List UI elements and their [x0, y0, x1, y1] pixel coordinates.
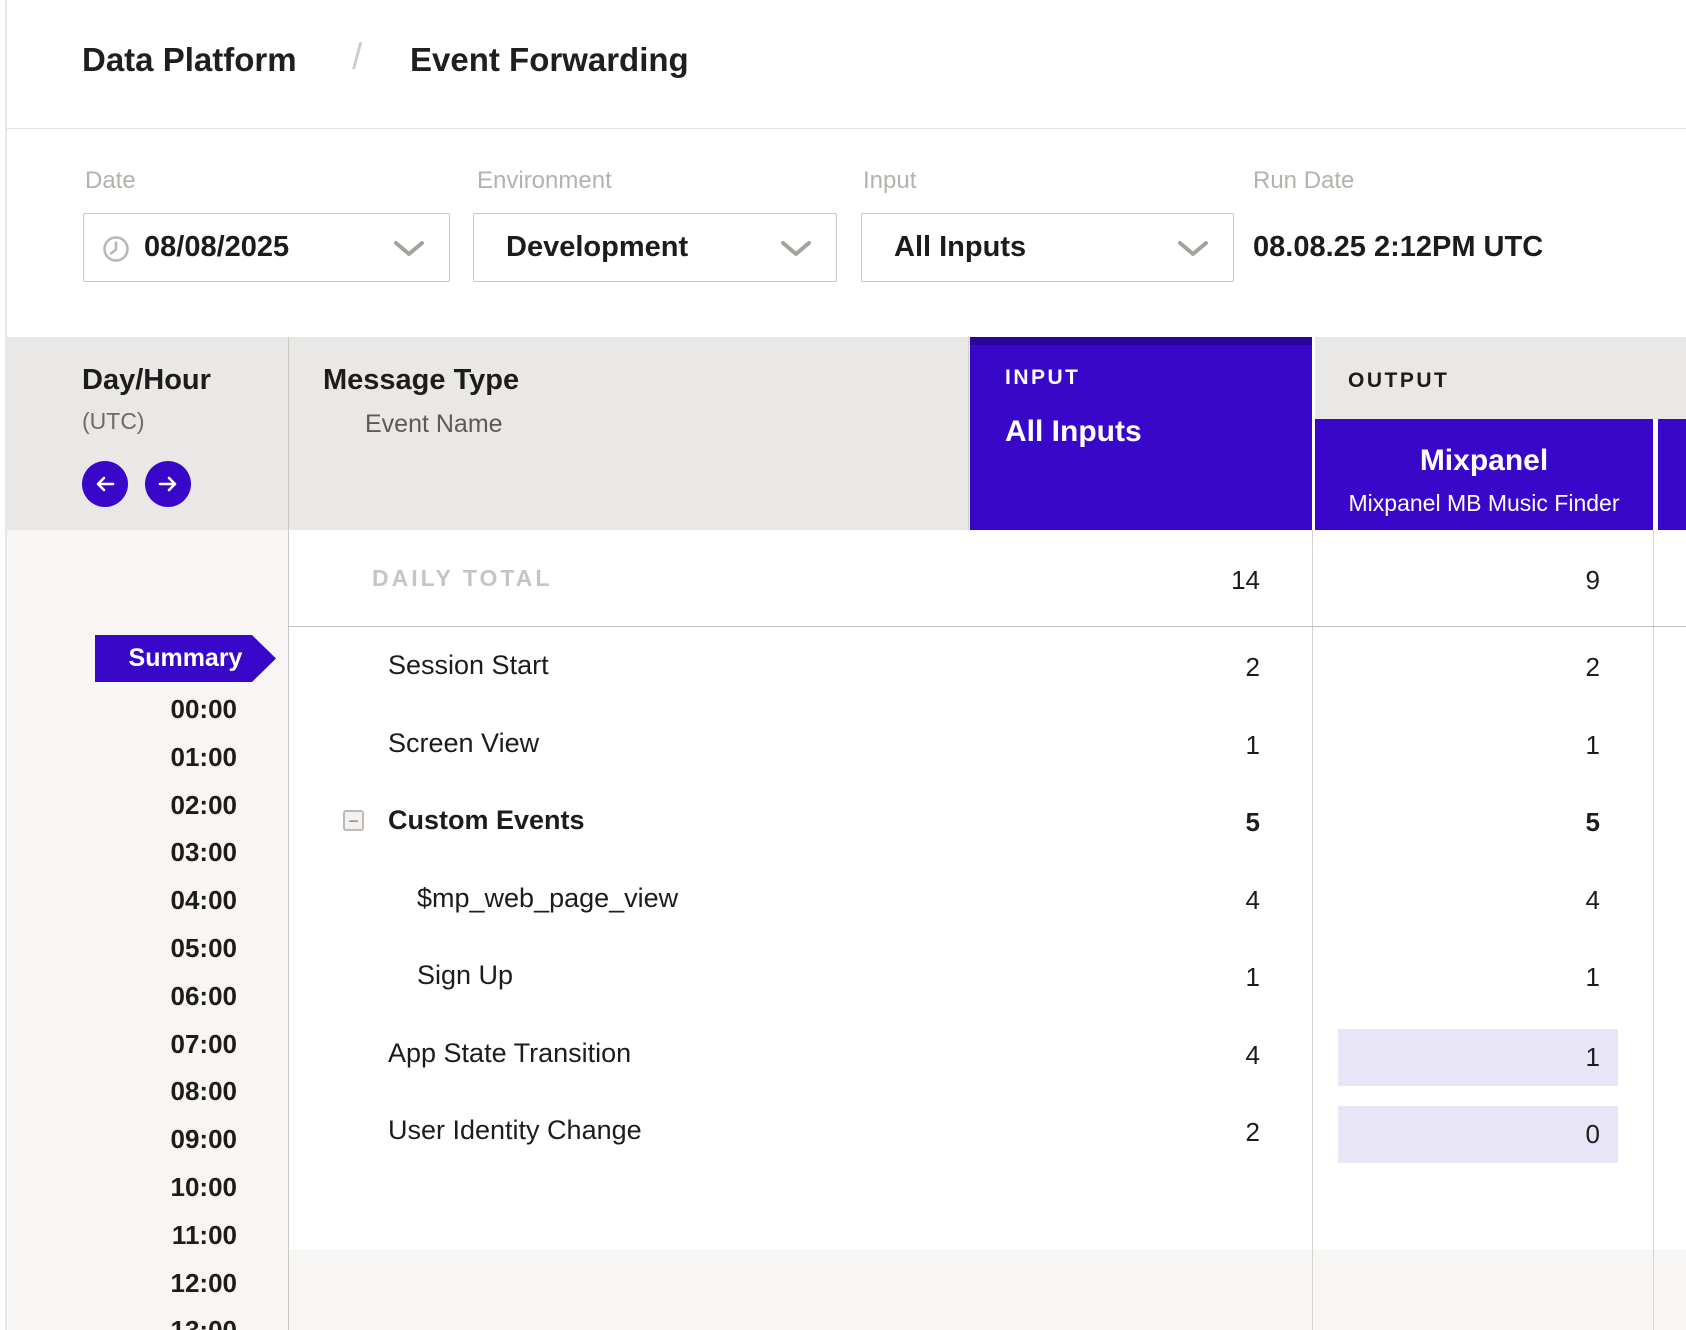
environment-select-value: Development — [506, 231, 689, 263]
table-row-screen-view: Screen View 1 1 — [0, 705, 1686, 783]
output-group-label: OUTPUT — [1348, 369, 1450, 392]
chevron-down-icon — [1177, 240, 1209, 257]
output-count-cell[interactable]: 5 — [1585, 807, 1600, 838]
clock-icon — [101, 234, 131, 264]
hour-item[interactable]: 07:00 — [170, 1028, 238, 1059]
header-seam — [968, 337, 969, 530]
hour-item[interactable]: 09:00 — [170, 1124, 238, 1155]
input-column-header: INPUT All Inputs — [970, 337, 1312, 530]
next-day-button[interactable] — [145, 461, 191, 507]
input-count-cell[interactable]: 2 — [1245, 1117, 1260, 1148]
output-count-cell[interactable]: 1 — [1585, 962, 1600, 993]
summary-tab[interactable]: Summary — [95, 635, 276, 682]
hour-item[interactable]: 03:00 — [170, 837, 238, 868]
column-gap — [1312, 337, 1315, 530]
day-hour-timezone: (UTC) — [82, 408, 145, 434]
date-select[interactable]: 08/08/2025 — [83, 213, 450, 282]
hour-item[interactable]: 01:00 — [170, 741, 238, 772]
chevron-down-icon — [393, 240, 425, 257]
run-date-value: 08.08.25 2:12PM UTC — [1253, 231, 1544, 263]
event-label: Sign Up — [417, 960, 514, 991]
table-footer-band — [289, 1250, 1686, 1330]
hour-item[interactable]: 06:00 — [170, 980, 238, 1011]
input-count-cell[interactable]: 2 — [1245, 652, 1260, 683]
hour-item[interactable]: 08:00 — [170, 1076, 238, 1107]
hour-item[interactable]: 11:00 — [171, 1219, 237, 1250]
daily-total-divider — [288, 626, 1686, 627]
environment-select[interactable]: Development — [473, 213, 837, 282]
event-label: Session Start — [388, 650, 549, 681]
collapse-toggle[interactable]: − — [343, 810, 364, 831]
event-label: Custom Events — [388, 805, 585, 836]
hour-item[interactable]: 04:00 — [170, 885, 238, 916]
day-hour-header: Day/Hour — [82, 364, 211, 396]
output-count-cell[interactable]: 1 — [1585, 729, 1600, 760]
input-select-value: All Inputs — [894, 231, 1027, 263]
hour-item[interactable]: 10:00 — [170, 1171, 238, 1202]
run-date-label: Run Date — [1253, 167, 1355, 194]
input-count-cell[interactable]: 4 — [1245, 1039, 1260, 1070]
environment-filter-label: Environment — [477, 167, 612, 194]
event-name-subheader: Event Name — [365, 410, 503, 438]
column-divider — [1312, 530, 1313, 1330]
breadcrumb-separator: / — [352, 36, 363, 77]
breadcrumb-data-platform[interactable]: Data Platform — [82, 41, 297, 78]
page-left-border — [5, 0, 7, 1330]
input-column-accent-strip — [970, 337, 1312, 345]
daily-total-input-value[interactable]: 14 — [1231, 564, 1260, 595]
chevron-down-icon — [780, 240, 812, 257]
hour-item[interactable]: 05:00 — [170, 932, 238, 963]
output-count-cell-highlighted[interactable]: 1 — [1338, 1028, 1618, 1086]
input-count-cell[interactable]: 1 — [1245, 729, 1260, 760]
table-row-user-identity-change: User Identity Change 2 0 — [0, 1092, 1686, 1170]
message-type-header: Message Type — [323, 364, 520, 396]
column-divider — [288, 337, 289, 1330]
column-divider — [1653, 530, 1654, 1330]
hour-item[interactable]: 00:00 — [170, 694, 238, 724]
hour-item[interactable]: 02:00 — [170, 789, 238, 820]
input-filter-label: Input — [863, 167, 917, 194]
output-column-name: Mixpanel — [1419, 444, 1549, 477]
arrow-left-icon — [92, 471, 118, 497]
table-row-app-state-transition: App State Transition 4 1 — [0, 1015, 1686, 1093]
event-label: $mp_web_page_view — [417, 882, 679, 913]
daily-total-label: DAILY TOTAL — [372, 565, 553, 591]
output-count-cell[interactable]: 4 — [1585, 884, 1600, 915]
column-gap — [1653, 419, 1658, 530]
table-row-session-start: Session Start 2 2 — [0, 627, 1686, 705]
date-select-value: 08/08/2025 — [144, 231, 290, 263]
hour-item[interactable]: 12:00 — [170, 1267, 238, 1298]
input-column-name: All Inputs — [1005, 415, 1142, 448]
hour-list: 00:00 01:00 02:00 03:00 04:00 05:00 06:0… — [7, 686, 288, 1330]
input-select[interactable]: All Inputs — [861, 213, 1234, 282]
input-count-cell[interactable]: 1 — [1245, 962, 1260, 993]
output-column-subtitle: Mixpanel MB Music Finder — [1348, 490, 1620, 516]
event-label: User Identity Change — [388, 1115, 642, 1146]
previous-day-button[interactable] — [82, 461, 128, 507]
output-count-cell[interactable]: 2 — [1585, 652, 1600, 683]
input-count-cell[interactable]: 4 — [1245, 884, 1260, 915]
header-divider — [7, 128, 1686, 129]
table-row-mp-web-page-view: $mp_web_page_view 4 4 — [0, 860, 1686, 938]
table-row-sign-up: Sign Up 1 1 — [0, 937, 1686, 1015]
hour-item[interactable]: 13:00 — [7, 1307, 288, 1330]
daily-total-output-value[interactable]: 9 — [1585, 564, 1600, 595]
arrow-right-icon — [155, 471, 181, 497]
output-column-header-mixpanel: Mixpanel Mixpanel MB Music Finder — [1315, 419, 1653, 530]
output-count-cell-highlighted[interactable]: 0 — [1338, 1106, 1618, 1163]
table-row-custom-events: − Custom Events 5 5 — [0, 782, 1686, 860]
date-filter-label: Date — [85, 167, 136, 194]
event-label: App State Transition — [388, 1037, 632, 1068]
next-output-column-partial — [1658, 419, 1686, 530]
input-group-label: INPUT — [1005, 366, 1081, 389]
input-count-cell[interactable]: 5 — [1245, 807, 1260, 838]
page-title: Event Forwarding — [410, 41, 689, 78]
event-label: Screen View — [388, 727, 540, 758]
